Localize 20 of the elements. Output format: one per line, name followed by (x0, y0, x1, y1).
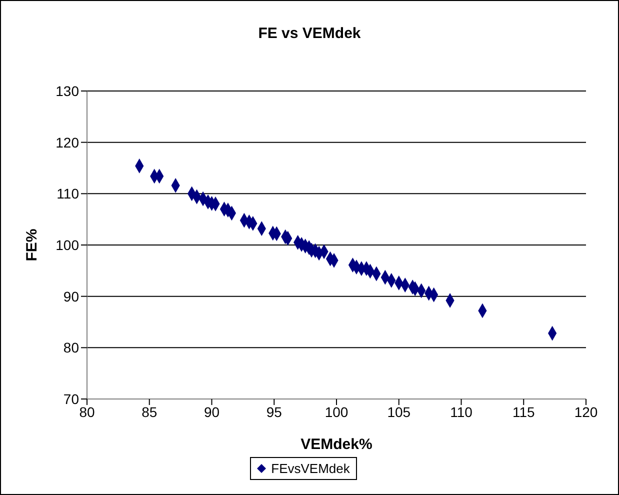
legend-label: FEvsVEMdek (271, 461, 350, 476)
x-tick-label: 85 (142, 404, 158, 420)
x-tick-label: 120 (574, 404, 598, 420)
y-axis-title: FE% (23, 228, 40, 262)
x-tick-label: 80 (79, 404, 95, 420)
x-tick-label: 95 (266, 404, 282, 420)
y-tick-label: 100 (56, 236, 80, 253)
chart-title: FE vs VEMdek (257, 25, 362, 42)
x-tick-label: 105 (387, 404, 411, 420)
x-tick-label: 115 (512, 404, 535, 420)
y-tick-label: 80 (63, 340, 80, 356)
y-tick-label: 110 (56, 186, 80, 202)
x-tick-label: 100 (324, 404, 348, 420)
y-tick-label: 130 (56, 82, 80, 99)
x-axis-title: VEMdek% (300, 436, 372, 453)
y-tick-label: 70 (63, 390, 80, 407)
x-tick-label: 110 (450, 404, 473, 420)
x-tick-label: 90 (204, 404, 220, 420)
y-tick-label: 120 (56, 134, 80, 150)
y-tick-label: 90 (63, 288, 80, 304)
